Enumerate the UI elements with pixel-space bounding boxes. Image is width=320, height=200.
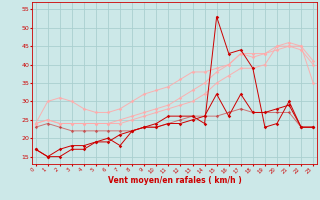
X-axis label: Vent moyen/en rafales ( km/h ): Vent moyen/en rafales ( km/h ) <box>108 176 241 185</box>
